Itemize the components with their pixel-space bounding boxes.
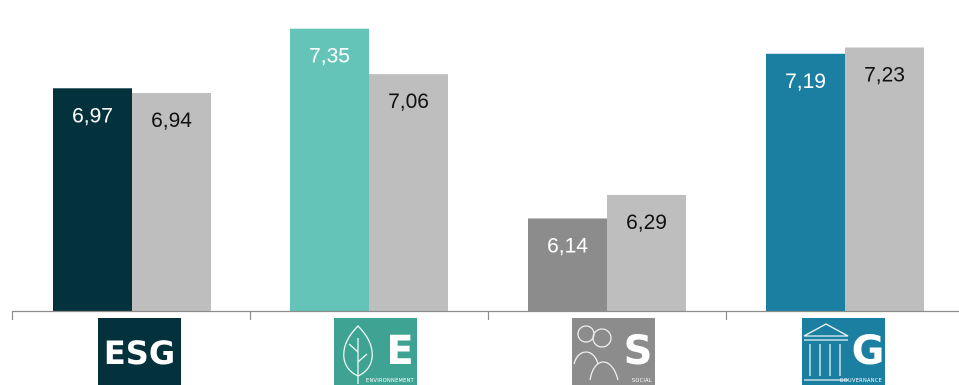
data-label-esg-comparison: 6,94	[151, 109, 192, 132]
data-label-e-comparison: 7,06	[388, 90, 429, 113]
leaf-icon	[343, 325, 373, 384]
bar-e-current	[290, 28, 369, 312]
data-label-g-comparison: 7,23	[864, 64, 905, 87]
bar-e-comparison	[369, 74, 448, 311]
category-label-esg: ESG	[104, 334, 175, 372]
bar-s-comparison	[607, 194, 686, 311]
data-label-s-current: 6,14	[547, 234, 588, 257]
columns-icon	[803, 323, 849, 381]
bar-s-current	[528, 218, 607, 311]
category-tiles: ESG E ENVIRONNEMENT S SOCIAL G GOUVERNANCE	[98, 318, 885, 385]
tile-background	[334, 318, 417, 385]
category-subtitle-e: ENVIRONNEMENT	[366, 378, 415, 384]
bar-esg-current	[53, 88, 132, 311]
data-label-s-comparison: 6,29	[626, 211, 667, 234]
bar-esg-comparison	[132, 92, 211, 311]
category-tile-g: G GOUVERNANCE	[802, 318, 885, 385]
category-tile-s: S SOCIAL	[572, 318, 655, 385]
bar-g-comparison	[845, 47, 924, 312]
category-label-e: E	[386, 328, 413, 374]
data-label-e-current: 7,35	[309, 45, 350, 68]
category-subtitle-s: SOCIAL	[632, 378, 652, 384]
people-icon	[573, 325, 619, 381]
x-axis	[11, 310, 959, 320]
category-label-s: S	[624, 328, 653, 374]
labels-layer: 6,97 6,94 7,35 7,06 6,14 6,29 7,19 7,23	[72, 45, 905, 258]
category-label-g: G	[852, 328, 885, 374]
tile-background	[98, 318, 181, 385]
data-label-esg-current: 6,97	[72, 104, 113, 127]
category-subtitle-g: GOUVERNANCE	[840, 378, 882, 384]
bar-g-current	[766, 53, 845, 312]
category-tile-esg: ESG	[98, 318, 181, 385]
bars-layer	[53, 28, 924, 312]
data-label-g-current: 7,19	[785, 70, 826, 93]
category-tile-e: E ENVIRONNEMENT	[334, 318, 417, 385]
